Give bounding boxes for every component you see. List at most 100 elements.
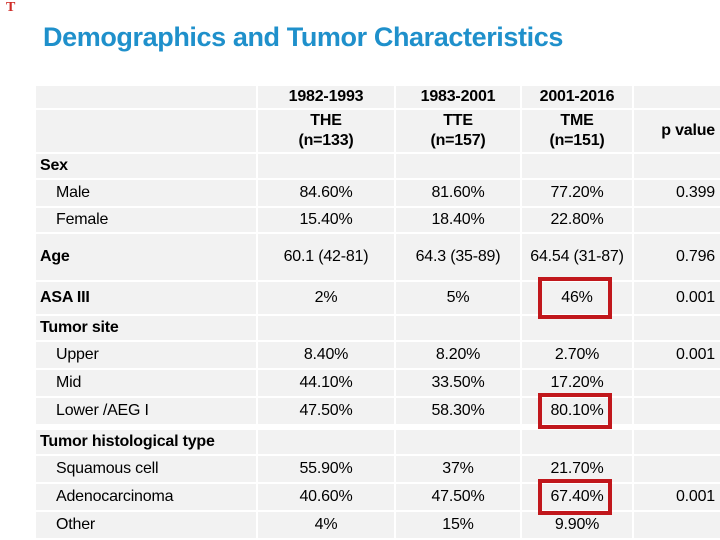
group-name: TME bbox=[560, 112, 594, 130]
row-label: Sex bbox=[36, 154, 256, 178]
value-cell: 17.20% bbox=[522, 370, 632, 396]
table-row: Mid 44.10% 33.50% 17.20% bbox=[36, 370, 720, 396]
value-text: 64.3 (35-89) bbox=[415, 248, 501, 265]
value-text: 8.20% bbox=[435, 346, 481, 363]
p-value-cell: 0.399 bbox=[634, 180, 720, 206]
value-cell bbox=[396, 430, 520, 454]
value-text: 21.70% bbox=[550, 460, 604, 477]
value-text: 5% bbox=[446, 289, 470, 306]
value-text: 58.30% bbox=[431, 402, 485, 419]
value-cell: 60.1 (42-81) bbox=[258, 234, 394, 280]
table-row: Other 4% 15% 9.90% bbox=[36, 512, 720, 538]
value-text: 22.80% bbox=[550, 211, 604, 228]
row-label: Male bbox=[36, 180, 256, 206]
p-value-cell bbox=[634, 154, 720, 178]
value-text: 80.10% bbox=[550, 402, 604, 419]
table-header-groups: THE (n=133) TTE (n=157) TME (n=151) p va… bbox=[36, 110, 720, 152]
table-row: Tumor histological type bbox=[36, 430, 720, 454]
value-cell: 15.40% bbox=[258, 208, 394, 232]
table-row: Sex bbox=[36, 154, 720, 178]
slide-title: Demographics and Tumor Characteristics bbox=[43, 22, 563, 52]
header-empty-cell bbox=[36, 86, 256, 108]
value-text: 44.10% bbox=[299, 374, 353, 391]
p-value-cell bbox=[634, 398, 720, 424]
table-row: Male 84.60% 81.60% 77.20% 0.399 bbox=[36, 180, 720, 206]
value-cell: 47.50% bbox=[396, 484, 520, 510]
value-cell: 55.90% bbox=[258, 456, 394, 482]
value-cell: 15% bbox=[396, 512, 520, 538]
row-label: Tumor histological type bbox=[36, 430, 256, 454]
value-cell: 58.30% bbox=[396, 398, 520, 424]
header-group-tme: TME (n=151) bbox=[522, 110, 632, 152]
header-period-3: 2001-2016 bbox=[522, 86, 632, 108]
table-row: Lower /AEG I 47.50% 58.30% 80.10% bbox=[36, 393, 720, 429]
value-cell: 9.90% bbox=[522, 512, 632, 538]
header-p-value: p value bbox=[634, 110, 720, 152]
header-period-2: 1983-2001 bbox=[396, 86, 520, 108]
table-body: Sex Male 84.60% 81.60% 77.20% 0.399 Female 15.4… bbox=[36, 154, 720, 538]
value-cell: 84.60% bbox=[258, 180, 394, 206]
value-cell: 22.80% bbox=[522, 208, 632, 232]
row-label: Lower /AEG I bbox=[36, 398, 256, 424]
row-label: Adenocarcinoma bbox=[36, 484, 256, 510]
p-value-cell bbox=[634, 456, 720, 482]
value-text: 4% bbox=[314, 516, 338, 533]
value-cell: 81.60% bbox=[396, 180, 520, 206]
value-text: 2.70% bbox=[554, 346, 600, 363]
corner-mark: T bbox=[6, 0, 16, 15]
value-cell: 77.20% bbox=[522, 180, 632, 206]
value-cell: 5% bbox=[396, 282, 520, 314]
value-text: 33.50% bbox=[431, 374, 485, 391]
value-cell bbox=[258, 316, 394, 340]
value-text: 8.40% bbox=[303, 346, 349, 363]
value-cell: 8.20% bbox=[396, 342, 520, 368]
value-text: 84.60% bbox=[299, 184, 353, 201]
table-header-years: 1982-1993 1983-2001 2001-2016 bbox=[36, 86, 720, 108]
value-text: 18.40% bbox=[431, 211, 485, 228]
value-cell: 40.60% bbox=[258, 484, 394, 510]
p-value-cell bbox=[634, 370, 720, 396]
value-cell bbox=[258, 430, 394, 454]
value-cell bbox=[522, 154, 632, 178]
group-n: (n=133) bbox=[298, 132, 354, 149]
p-value-cell: 0.001 bbox=[634, 484, 720, 510]
row-label: Other bbox=[36, 512, 256, 538]
value-cell: 21.70% bbox=[522, 456, 632, 482]
value-text: 15% bbox=[442, 516, 474, 533]
value-cell: 4% bbox=[258, 512, 394, 538]
value-cell: 80.10% bbox=[522, 393, 632, 429]
value-cell bbox=[396, 154, 520, 178]
group-name: TTE bbox=[443, 112, 473, 130]
row-label: Squamous cell bbox=[36, 456, 256, 482]
value-text: 47.50% bbox=[431, 488, 485, 505]
p-value-cell bbox=[634, 512, 720, 538]
value-text: 60.1 (42-81) bbox=[283, 248, 369, 265]
value-cell: 18.40% bbox=[396, 208, 520, 232]
value-cell: 2.70% bbox=[522, 342, 632, 368]
row-label: Mid bbox=[36, 370, 256, 396]
group-name: THE bbox=[310, 112, 342, 130]
header-group-tte: TTE (n=157) bbox=[396, 110, 520, 152]
value-text: 77.20% bbox=[550, 184, 604, 201]
table-row: Female 15.40% 18.40% 22.80% bbox=[36, 208, 720, 232]
value-text: 46% bbox=[561, 289, 593, 306]
p-value-cell: 0.001 bbox=[634, 342, 720, 368]
value-cell: 44.10% bbox=[258, 370, 394, 396]
table-row: ASA III 2% 5% 46% 0.001 bbox=[36, 277, 720, 319]
value-cell bbox=[258, 154, 394, 178]
row-label: Tumor site bbox=[36, 316, 256, 340]
value-cell bbox=[522, 316, 632, 340]
group-n: (n=151) bbox=[549, 132, 605, 149]
value-text: 55.90% bbox=[299, 460, 353, 477]
value-text: 47.50% bbox=[299, 402, 353, 419]
value-cell: 64.54 (31-87) bbox=[522, 234, 632, 280]
p-value-cell: 0.796 bbox=[634, 234, 720, 280]
row-label: ASA III bbox=[36, 282, 256, 314]
value-text: 81.60% bbox=[431, 184, 485, 201]
value-text: 17.20% bbox=[550, 374, 604, 391]
group-n: (n=157) bbox=[430, 132, 486, 149]
value-cell: 37% bbox=[396, 456, 520, 482]
header-period-1: 1982-1993 bbox=[258, 86, 394, 108]
value-text: 67.40% bbox=[550, 488, 604, 505]
table-row: Age 60.1 (42-81) 64.3 (35-89) 64.54 (31-87)… bbox=[36, 234, 720, 280]
